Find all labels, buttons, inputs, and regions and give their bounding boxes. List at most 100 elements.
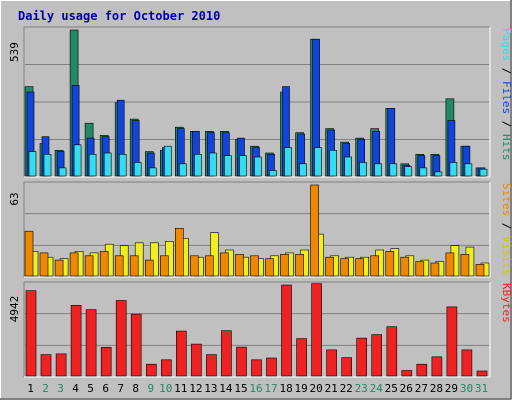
bar-kbytes-day-20 xyxy=(311,283,322,377)
bar-kbytes-day-14 xyxy=(221,330,232,377)
bar-visits-day-9 xyxy=(150,242,159,277)
bar-kbytes-day-12 xyxy=(191,343,202,377)
bar-pages-day-16 xyxy=(254,156,262,177)
bar-kbytes-day-10 xyxy=(161,359,172,377)
x-tick-label-day-30: 30 xyxy=(460,382,473,395)
bar-pages-day-14 xyxy=(224,155,232,177)
series-legend: Pages / Files / Hits xyxy=(500,28,512,161)
x-tick-label-day-22: 22 xyxy=(340,382,353,395)
bar-kbytes-day-27 xyxy=(416,363,428,377)
bar-kbytes-day-8 xyxy=(130,313,142,377)
x-tick-label-day-10: 10 xyxy=(159,382,172,395)
bar-kbytes-day-17 xyxy=(266,357,277,377)
x-tick-label-day-2: 2 xyxy=(42,382,49,395)
bar-pages-day-4 xyxy=(73,144,82,177)
x-axis-day-labels: 1 2 3 4 5 6 7 8 9 10 11 12 13 14 15 16 17 18 19 20 21 22 23 24 2… xyxy=(27,382,488,395)
bar-kbytes-day-13 xyxy=(206,354,217,377)
x-tick-label-day-15: 15 xyxy=(234,382,247,395)
bar-pages-day-28 xyxy=(434,171,443,177)
bar-sites-day-17 xyxy=(265,258,274,277)
bar-pages-day-25 xyxy=(389,163,398,177)
legend-part: / xyxy=(500,114,512,134)
bar-pages-day-20 xyxy=(314,147,322,177)
bar-kbytes-day-28 xyxy=(431,356,443,377)
bar-pages-day-11 xyxy=(179,163,187,177)
legend-part: Hits xyxy=(500,134,512,161)
bar-sites-day-27 xyxy=(415,261,425,277)
x-tick-label-day-8: 8 xyxy=(132,382,139,395)
legend-part: / xyxy=(500,216,512,236)
x-tick-label-day-4: 4 xyxy=(72,382,79,395)
x-tick-label-day-24: 24 xyxy=(370,382,384,395)
bar-pages-day-24 xyxy=(374,163,383,177)
x-tick-label-day-20: 20 xyxy=(309,382,322,395)
x-tick-label-day-17: 17 xyxy=(264,382,277,395)
bar-sites-day-26 xyxy=(400,256,410,277)
bar-sites-day-3 xyxy=(54,259,64,277)
bar-sites-day-18 xyxy=(280,254,289,277)
bar-sites-day-24 xyxy=(370,255,380,277)
bar-sites-day-6 xyxy=(99,251,109,277)
x-tick-label-day-18: 18 xyxy=(279,382,292,395)
bar-kbytes-day-5 xyxy=(85,309,97,377)
bar-pages-day-27 xyxy=(419,167,428,177)
bar-kbytes-day-19 xyxy=(296,338,307,377)
bar-sites-day-5 xyxy=(84,255,94,277)
x-tick-label-day-25: 25 xyxy=(385,382,398,395)
x-tick-label-day-13: 13 xyxy=(204,382,217,395)
bar-kbytes-day-15 xyxy=(236,346,247,377)
x-tick-label-day-19: 19 xyxy=(294,382,307,395)
bar-pages-day-13 xyxy=(209,152,217,177)
bar-sites-day-22 xyxy=(340,258,350,277)
x-tick-label-day-23: 23 xyxy=(355,382,368,395)
bar-kbytes-day-26 xyxy=(401,370,413,377)
bar-kbytes-day-7 xyxy=(115,300,127,377)
bar-kbytes-day-1 xyxy=(25,290,37,377)
x-tick-label-day-16: 16 xyxy=(249,382,262,395)
bar-sites-day-15 xyxy=(235,254,244,277)
legend-part: / xyxy=(500,61,512,81)
bar-kbytes-day-25 xyxy=(386,326,398,377)
bar-sites-day-21 xyxy=(325,256,334,277)
bar-pages-day-30 xyxy=(464,163,473,177)
bar-sites-day-13 xyxy=(205,255,214,277)
bar-sites-day-19 xyxy=(295,254,304,277)
bar-kbytes-day-16 xyxy=(251,359,262,377)
bar-sites-day-14 xyxy=(220,252,229,277)
bar-kbytes-day-30 xyxy=(461,349,473,377)
bar-sites-day-2 xyxy=(39,252,49,277)
bar-sites-day-8 xyxy=(129,255,139,277)
bar-sites-day-7 xyxy=(114,255,124,277)
bar-kbytes-day-2 xyxy=(40,354,52,377)
x-tick-label-day-21: 21 xyxy=(325,382,338,395)
bar-sites-day-31 xyxy=(475,264,485,277)
legend-part: Files xyxy=(500,81,512,114)
bar-pages-day-19 xyxy=(299,163,307,177)
y-max-label: 4942 xyxy=(8,296,21,323)
bar-sites-day-30 xyxy=(460,254,470,277)
bar-sites-day-23 xyxy=(355,258,365,277)
legend-part: Visits xyxy=(500,236,512,276)
bar-kbytes-day-11 xyxy=(176,330,187,377)
x-tick-label-day-3: 3 xyxy=(57,382,64,395)
bar-pages-day-29 xyxy=(449,162,458,177)
bar-pages-day-3 xyxy=(58,167,67,177)
bar-sites-day-4 xyxy=(69,252,79,277)
bar-kbytes-day-6 xyxy=(100,346,112,377)
bar-kbytes-day-29 xyxy=(446,306,458,377)
x-tick-label-day-31: 31 xyxy=(475,382,488,395)
legend-part: KBytes xyxy=(500,283,512,323)
bar-pages-day-9 xyxy=(149,167,157,177)
bar-sites-day-10 xyxy=(160,255,169,277)
series-legend: Sites / Visits xyxy=(500,183,512,276)
bar-pages-day-18 xyxy=(284,147,292,177)
bar-sites-day-11 xyxy=(175,228,184,277)
bar-kbytes-day-24 xyxy=(371,334,383,377)
x-tick-label-day-9: 9 xyxy=(147,382,154,395)
x-tick-label-day-14: 14 xyxy=(219,382,233,395)
bar-pages-day-21 xyxy=(329,150,337,177)
x-tick-label-day-11: 11 xyxy=(174,382,187,395)
bar-pages-day-26 xyxy=(404,166,413,177)
